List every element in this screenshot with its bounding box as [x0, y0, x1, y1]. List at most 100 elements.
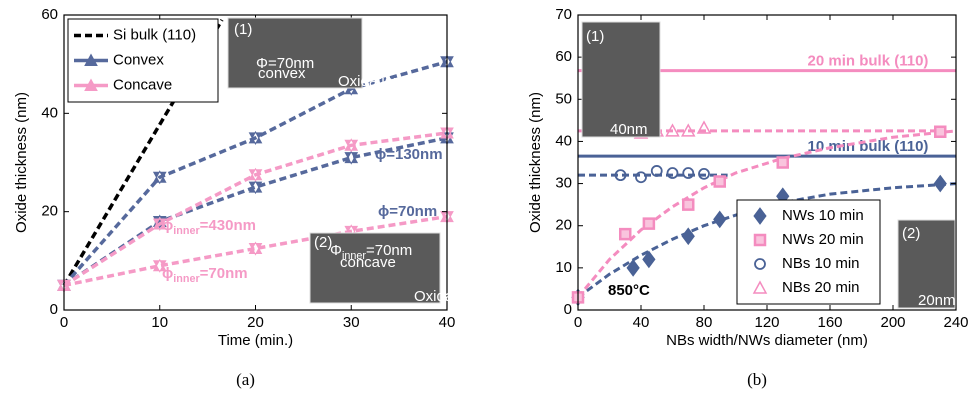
x-tick-label: 10 [151, 314, 168, 331]
x-tick-label: 0 [574, 314, 582, 331]
legend-marker [84, 78, 98, 91]
inset-text: Φ=70nm [256, 55, 314, 72]
x-tick-label: 120 [754, 314, 779, 331]
y-tick-label: 40 [41, 104, 58, 121]
reference-label: 20 min bulk (110) [808, 53, 929, 70]
marker [650, 165, 663, 177]
inset-text: Oxidation [338, 73, 401, 90]
y-tick-label: 10 [555, 259, 572, 276]
marker [682, 198, 695, 211]
y-tick-label: 20 [41, 203, 58, 220]
y-tick-label: 60 [41, 6, 58, 23]
curve-label: ϕ=70nm [378, 203, 437, 220]
inset-text: (2) [902, 225, 920, 242]
marker [776, 156, 789, 169]
marker [713, 175, 726, 188]
inset-text: 40nm [610, 121, 648, 138]
inset-image [309, 232, 441, 304]
x-tick-label: 240 [943, 314, 968, 331]
legend-label: NBs 10 min [782, 255, 860, 272]
y-axis-title: Oxide thickness (nm) [527, 92, 544, 233]
curve-label-part: ϕ [162, 265, 173, 282]
y-tick-label: 0 [50, 301, 58, 318]
marker [152, 170, 167, 185]
legend-marker [753, 207, 767, 225]
x-tick-label: 40 [633, 314, 650, 331]
marker [696, 120, 712, 134]
inset-image [897, 219, 956, 309]
marker [619, 227, 632, 241]
x-axis-title: Time (min.) [218, 332, 293, 349]
curve-label: ϕ=130nm [375, 146, 443, 163]
legend-label: NWs 10 min [782, 207, 864, 224]
inset-text: (1) [234, 21, 252, 38]
legend-marker [754, 258, 766, 270]
marker [152, 258, 167, 273]
marker [713, 210, 727, 229]
marker [682, 167, 695, 179]
legend-marker [752, 280, 768, 294]
legend-label: Convex [113, 51, 164, 68]
reference-label: 10 min bulk (110) [808, 138, 929, 155]
fit-line [576, 129, 957, 299]
curve-label-part: =70nm [200, 265, 248, 282]
inset-text-part: inner [342, 250, 366, 262]
x-tick-label: 160 [817, 314, 842, 331]
y-tick-label: 60 [555, 48, 572, 65]
curve-label: ϕinner=430nm [162, 217, 256, 237]
marker [698, 167, 710, 180]
inset-text: (2) [314, 234, 332, 251]
y-tick-label: 30 [555, 175, 572, 192]
y-tick-label: 70 [555, 6, 572, 23]
inset-image [581, 21, 661, 138]
marker [680, 123, 696, 137]
marker [248, 241, 263, 256]
y-tick-label: 40 [555, 132, 572, 149]
y-tick-label: 0 [564, 301, 572, 318]
marker [681, 227, 695, 246]
annotation: 850°C [608, 282, 650, 299]
inset-text: Φinner=70nm [330, 242, 412, 262]
inset-text: (1) [586, 28, 604, 45]
curve-label-part: inner [173, 273, 200, 285]
x-tick-label: 30 [343, 314, 360, 331]
x-tick-label: 40 [439, 314, 456, 331]
marker [248, 167, 263, 182]
x-tick-label: 0 [60, 314, 68, 331]
curve-label: ϕinner=70nm [162, 265, 248, 285]
marker [248, 130, 263, 145]
x-axis-title: NBs width/NWs diameter (nm) [666, 332, 868, 349]
fit-line [577, 182, 957, 299]
inset-image [227, 17, 363, 89]
curve-label-part: ϕ [162, 217, 173, 234]
y-axis-title: Oxide thickness (nm) [13, 92, 30, 233]
marker [933, 174, 947, 193]
marker [614, 169, 627, 182]
x-tick-label: 20 [247, 314, 264, 331]
legend-label: Si bulk (110) [113, 26, 196, 43]
marker [934, 125, 947, 138]
inset-text: 20nm [918, 292, 956, 309]
marker [642, 217, 656, 230]
marker [152, 216, 167, 232]
y-tick-label: 50 [555, 90, 572, 107]
marker [248, 180, 263, 195]
caption: (a) [236, 370, 255, 389]
inset-text-part: =70nm [366, 242, 412, 259]
inset-text: Oxidation [414, 288, 477, 305]
legend-label: NBs 20 min [782, 279, 860, 296]
curve-label-part: inner [173, 225, 200, 237]
marker [635, 171, 647, 184]
marker [666, 167, 679, 179]
curve-label-part: =430nm [200, 217, 256, 234]
legend-marker [753, 233, 767, 247]
marker [665, 123, 680, 137]
y-tick-label: 20 [555, 217, 572, 234]
inset-text-part: Φ [330, 242, 342, 259]
legend-marker [84, 53, 98, 66]
caption: (b) [747, 370, 767, 389]
curve [63, 214, 448, 288]
curve [62, 60, 448, 287]
